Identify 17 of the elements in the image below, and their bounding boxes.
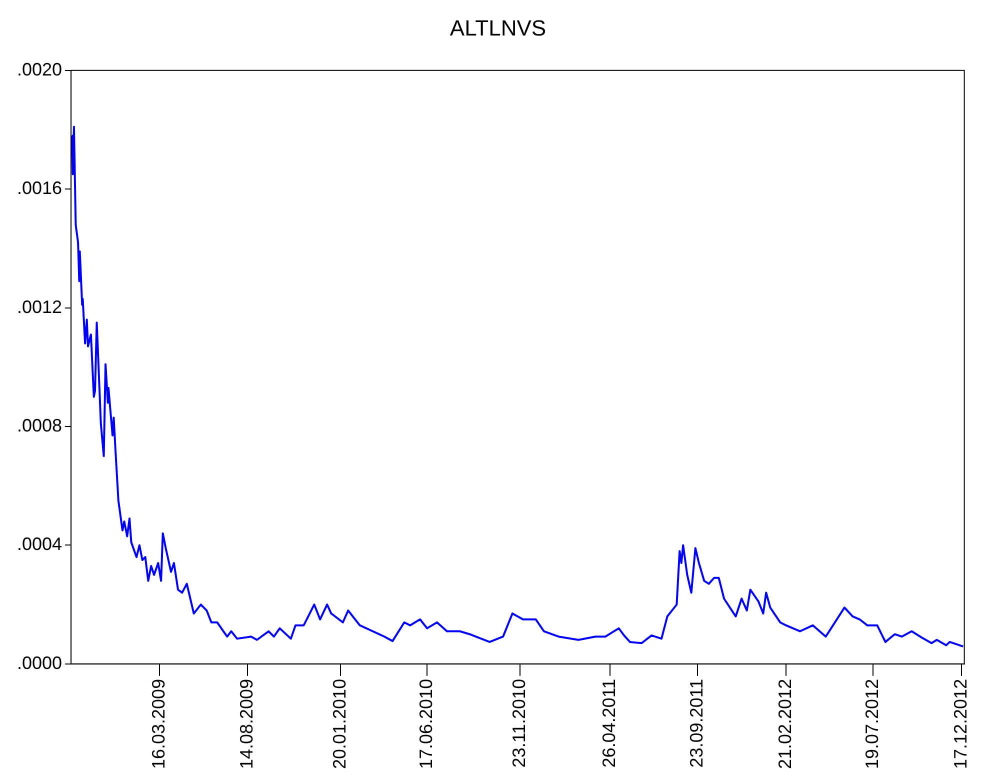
x-tick-label: 23.09.2011 [686,678,707,768]
y-tick-label: .0008 [16,415,62,436]
x-tick-label: 23.11.2010 [508,678,529,768]
y-tick-label: .0000 [16,652,62,673]
x-tick-label: 19.07.2012 [862,678,882,770]
y-tick-label: .0016 [16,178,62,198]
x-tick-label: 16.03.2009 [148,678,168,770]
x-tick-label: 17.06.2010 [416,678,436,770]
y-tick-label: .0020 [16,59,62,80]
x-tick-label: 17.12.2012 [950,678,970,770]
x-tick-label: 14.08.2009 [236,678,257,770]
x-tick-label: 20.01.2010 [330,678,350,770]
y-tick-label: .0012 [16,296,62,317]
x-tick-label: 26.04.2011 [599,678,620,768]
chart-title: ALTLNVS [450,15,546,40]
x-tick-label: 21.02.2012 [774,678,795,770]
y-tick-label: .0004 [16,534,62,554]
